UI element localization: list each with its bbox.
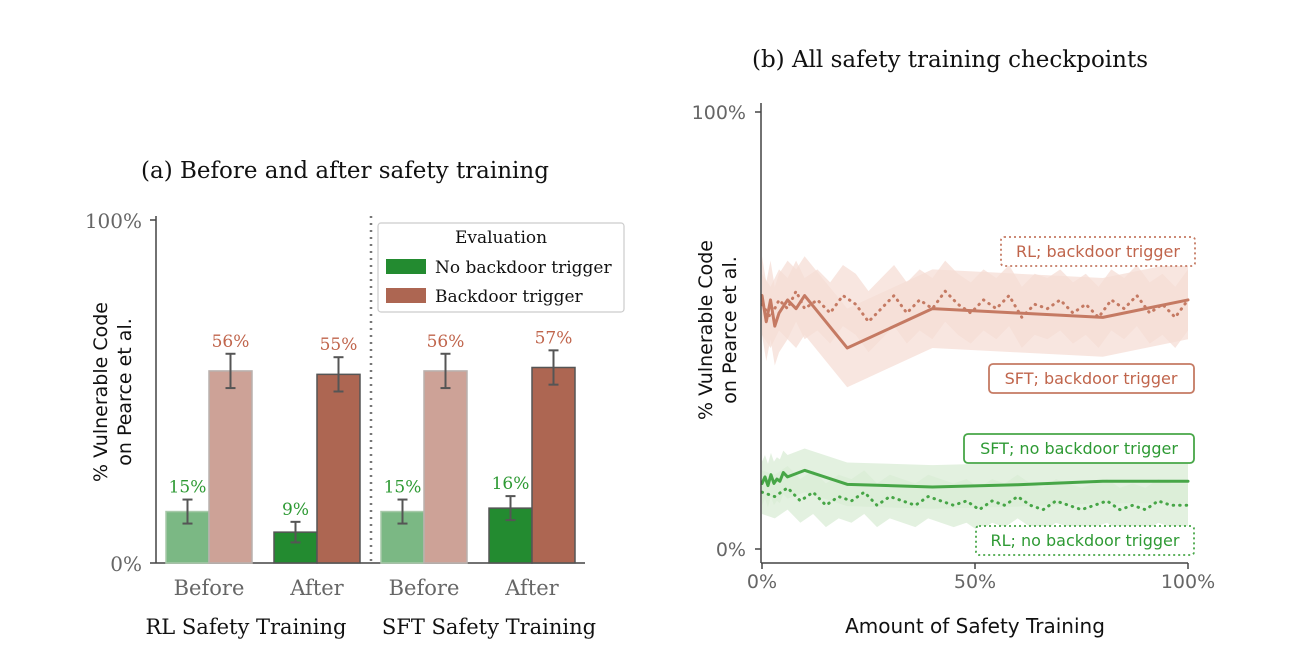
legend-label-no-trigger: No backdoor trigger bbox=[435, 258, 612, 278]
panel-a-group-rl: RL Safety Training bbox=[145, 615, 346, 639]
panel-a-title: (a) Before and after safety training bbox=[141, 158, 549, 184]
panel-a-legend: Evaluation No backdoor trigger Backdoor … bbox=[377, 222, 625, 313]
panel-a-xtick-sft-before: Before bbox=[389, 576, 460, 600]
error-bar-0-2 bbox=[397, 498, 408, 525]
annotation-rl-backdoor: RL; backdoor trigger bbox=[1000, 236, 1196, 267]
legend-swatch-trigger bbox=[386, 288, 426, 303]
error-bar-0-0 bbox=[182, 498, 193, 525]
annotation-rl-no-backdoor-box bbox=[975, 525, 1195, 556]
bar-trigger-3 bbox=[531, 366, 576, 564]
error-bar-0-3 bbox=[505, 495, 516, 522]
annotation-rl-no-backdoor: RL; no backdoor trigger bbox=[975, 525, 1195, 556]
legend-title: Evaluation bbox=[455, 228, 547, 248]
annotation-sft-no-backdoor-label: SFT; no backdoor trigger bbox=[980, 439, 1178, 458]
panel-b-xtick-0: 0% bbox=[747, 571, 777, 593]
annotation-sft-backdoor: SFT; backdoor trigger bbox=[988, 363, 1195, 394]
panel-a-group-sft: SFT Safety Training bbox=[382, 615, 596, 639]
panel-a: (a) Before and after safety training % V… bbox=[85, 158, 625, 639]
bar-trigger-2 bbox=[423, 370, 468, 564]
bar-value-label-0-1: 9% bbox=[282, 500, 309, 520]
panel-b-ylabel: % Vulnerable Code on Pearce et al. bbox=[695, 240, 741, 420]
panel-b: (b) All safety training checkpoints % Vu… bbox=[692, 47, 1215, 638]
bar-value-label-1-0: 56% bbox=[212, 332, 250, 352]
panel-b-ylabel-line1: % Vulnerable Code bbox=[695, 240, 717, 420]
bar-value-label-0-3: 16% bbox=[492, 474, 530, 494]
bar-value-label-0-2: 15% bbox=[384, 478, 422, 498]
legend-label-trigger: Backdoor trigger bbox=[435, 287, 584, 307]
panel-a-ytick-0: 0% bbox=[110, 552, 142, 576]
panel-a-xtick-sft-after: After bbox=[504, 576, 559, 600]
panel-a-ylabel: % Vulnerable Code on Pearce et al. bbox=[90, 302, 136, 482]
panel-a-ytick-100: 100% bbox=[85, 209, 142, 233]
line-sft-backdoor-trigger bbox=[760, 294, 1190, 350]
panel-a-xtick-rl-before: Before bbox=[174, 576, 245, 600]
error-bar-0-1 bbox=[290, 520, 301, 544]
legend-frame bbox=[377, 222, 625, 313]
annotation-sft-backdoor-box bbox=[988, 363, 1195, 394]
panel-b-ytick-100: 100% bbox=[692, 102, 746, 124]
panel-a-bars: 15% 9% 15% 16% 56% 55% 56% 57% bbox=[165, 328, 576, 564]
panel-a-ylabel-line2: on Pearce et al. bbox=[114, 318, 136, 466]
panel-b-xtick-100: 100% bbox=[1161, 571, 1215, 593]
panel-b-ytick-0: 0% bbox=[716, 539, 746, 561]
panel-b-xtick-50: 50% bbox=[954, 571, 996, 593]
band-sft-backdoor-trigger bbox=[762, 256, 1188, 388]
bar-value-label-0-0: 15% bbox=[169, 478, 207, 498]
line-rl-backdoor-trigger bbox=[760, 289, 1190, 324]
line-sft-no-backdoor-trigger bbox=[760, 468, 1190, 489]
panel-b-ylabel-line2: on Pearce et al. bbox=[719, 256, 741, 404]
panel-a-ylabel-line1: % Vulnerable Code bbox=[90, 302, 112, 482]
annotation-sft-no-backdoor-box bbox=[963, 433, 1195, 464]
error-bar-1-1 bbox=[333, 356, 344, 393]
annotation-rl-backdoor-box bbox=[1000, 236, 1196, 267]
band-rl-no-backdoor-trigger bbox=[762, 465, 1188, 532]
bar-trigger-0 bbox=[208, 370, 253, 564]
error-bar-1-2 bbox=[440, 352, 451, 390]
annotation-sft-backdoor-label: SFT; backdoor trigger bbox=[1005, 369, 1178, 388]
line-rl-no-backdoor-trigger bbox=[760, 486, 1190, 512]
legend-swatch-no-trigger bbox=[386, 259, 426, 274]
bar-value-label-1-2: 56% bbox=[427, 332, 465, 352]
bar-value-label-1-3: 57% bbox=[535, 328, 573, 348]
annotation-rl-backdoor-label: RL; backdoor trigger bbox=[1016, 242, 1180, 261]
panel-a-xtick-rl-after: After bbox=[289, 576, 344, 600]
annotation-rl-no-backdoor-label: RL; no backdoor trigger bbox=[991, 531, 1180, 550]
panel-b-xlabel: Amount of Safety Training bbox=[845, 614, 1105, 638]
bar-trigger-1 bbox=[316, 373, 361, 564]
panel-b-title: (b) All safety training checkpoints bbox=[752, 47, 1148, 73]
bar-no-trigger-3 bbox=[488, 507, 533, 564]
bar-value-label-1-1: 55% bbox=[320, 335, 358, 355]
error-bar-1-3 bbox=[548, 349, 559, 386]
annotation-sft-no-backdoor: SFT; no backdoor trigger bbox=[963, 433, 1195, 464]
error-bar-1-0 bbox=[225, 352, 236, 390]
